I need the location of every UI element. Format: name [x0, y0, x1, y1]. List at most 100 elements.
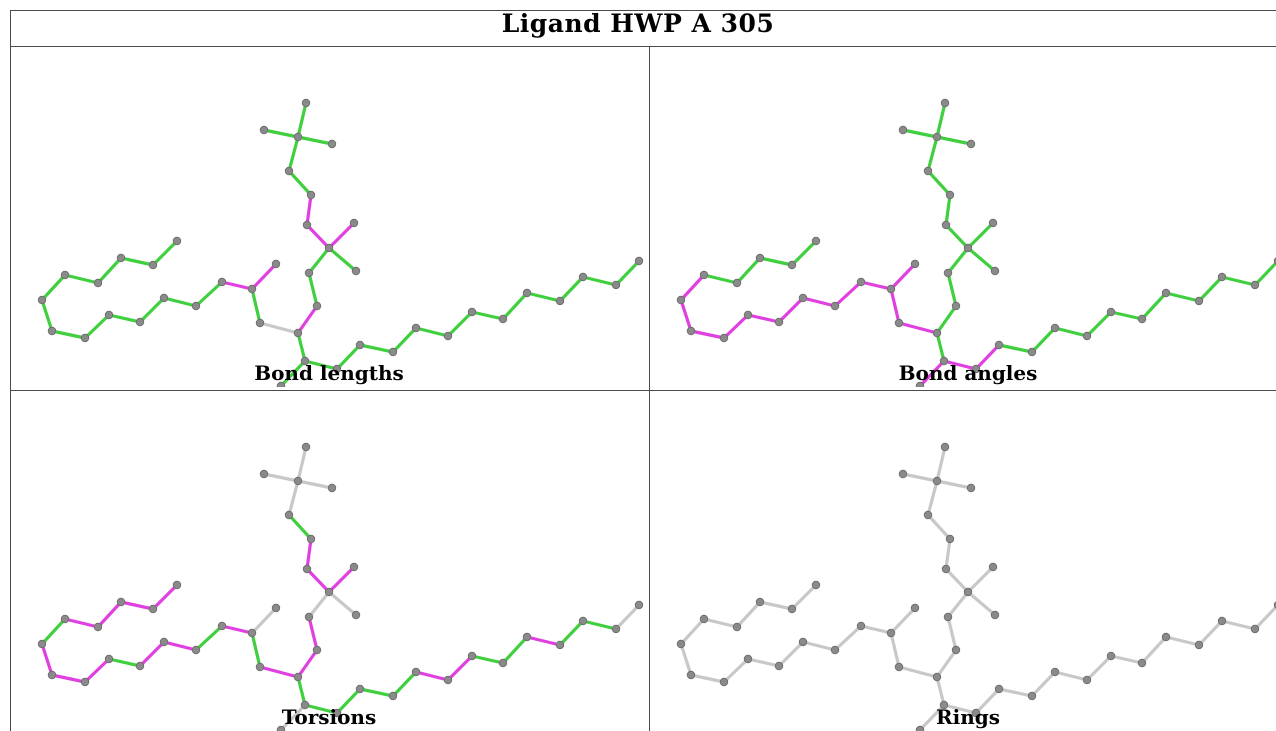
bond [889, 262, 917, 291]
bond [918, 703, 946, 731]
bond [974, 687, 1001, 715]
atom [732, 622, 742, 632]
bond [194, 280, 224, 308]
bond [287, 479, 300, 517]
atom [951, 645, 961, 655]
bond [1030, 670, 1057, 698]
bond [220, 280, 254, 291]
atom [774, 661, 784, 671]
bond [63, 273, 100, 285]
molecule-bond-angles [676, 98, 1276, 387]
atom [945, 534, 955, 544]
bond [414, 326, 450, 338]
bond [262, 128, 300, 139]
atom [755, 597, 765, 607]
bond [119, 256, 155, 267]
atom [915, 381, 925, 387]
atom [327, 483, 337, 493]
bond [679, 273, 706, 302]
bond [935, 135, 973, 146]
atom [787, 260, 797, 270]
atom [271, 259, 281, 269]
bond [250, 631, 262, 669]
bond [897, 321, 939, 335]
atom [300, 700, 310, 710]
bond [287, 169, 313, 197]
bond [746, 313, 781, 324]
atom [467, 651, 477, 661]
bond [1220, 619, 1257, 631]
atom [923, 166, 933, 176]
bond [801, 296, 837, 308]
atom [116, 597, 126, 607]
atom [37, 639, 47, 649]
bond [889, 606, 917, 635]
panel-bond-lengths: Bond lengths [11, 47, 647, 387]
bond [258, 321, 300, 335]
bond [107, 313, 142, 324]
atom [247, 284, 257, 294]
atom [498, 314, 508, 324]
atom [634, 256, 644, 266]
bond [250, 606, 278, 635]
atom [787, 604, 797, 614]
bond [777, 296, 805, 324]
atom [332, 364, 342, 374]
outer-border-left [10, 10, 11, 731]
bond [918, 359, 946, 387]
atom [217, 621, 227, 631]
atom [293, 476, 303, 486]
atom [191, 645, 201, 655]
bond [1109, 310, 1144, 321]
atom [284, 510, 294, 520]
bond [296, 648, 319, 679]
atom [312, 645, 322, 655]
atom [60, 270, 70, 280]
bond [50, 329, 87, 340]
atom [443, 675, 453, 685]
bond [946, 271, 958, 308]
bond [358, 343, 395, 354]
atom [306, 534, 316, 544]
bond [722, 657, 750, 684]
atom [351, 266, 361, 276]
atom [276, 725, 286, 731]
bond [151, 239, 179, 267]
atom [994, 684, 1004, 694]
bond [746, 657, 781, 668]
bond [889, 287, 901, 325]
outer-border-top [10, 10, 1276, 11]
atom [743, 654, 753, 664]
atom [148, 260, 158, 270]
atom [1217, 272, 1227, 282]
bond [296, 445, 308, 483]
atom [966, 483, 976, 493]
bond [833, 280, 863, 308]
bond [279, 703, 307, 731]
bond [138, 640, 166, 668]
atom [498, 658, 508, 668]
bond [296, 675, 307, 707]
bond [1030, 326, 1057, 354]
bond [689, 329, 726, 340]
atom [80, 677, 90, 687]
bond [138, 296, 166, 324]
atom [555, 296, 565, 306]
bond [83, 313, 111, 340]
atom [1137, 314, 1147, 324]
atom [159, 293, 169, 303]
atom [93, 622, 103, 632]
atom [284, 166, 294, 176]
atom [898, 469, 908, 479]
bond [525, 291, 562, 303]
bond [935, 331, 946, 363]
bond [735, 600, 762, 629]
atom [1106, 307, 1116, 317]
atom [135, 317, 145, 327]
atom [355, 684, 365, 694]
atom [915, 725, 925, 731]
bond [279, 359, 307, 387]
bond [801, 640, 837, 652]
bond [250, 287, 262, 325]
bond [1197, 619, 1224, 647]
